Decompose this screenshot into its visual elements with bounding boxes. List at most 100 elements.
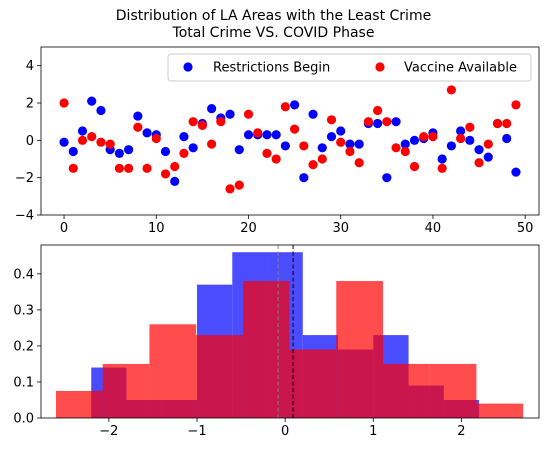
scatter-point-restrictions (87, 97, 96, 106)
scatter-point-restrictions (78, 126, 87, 135)
scatter-point-vaccine (290, 125, 299, 134)
x-tick-label: 0 (281, 424, 289, 439)
scatter-point-vaccine (382, 117, 391, 126)
scatter-point-restrictions (290, 100, 299, 109)
scatter-point-restrictions (327, 132, 336, 141)
scatter-point-restrictions (96, 106, 105, 115)
scatter-point-vaccine (142, 164, 151, 173)
scatter-point-vaccine (106, 139, 115, 148)
x-tick-label: −2 (99, 424, 118, 439)
scatter-point-vaccine (336, 138, 345, 147)
scatter-point-restrictions (133, 111, 142, 120)
scatter-point-restrictions (336, 126, 345, 135)
y-tick-label: −4 (15, 209, 34, 224)
histogram-bar-vaccine (383, 364, 430, 418)
scatter-point-vaccine (401, 147, 410, 156)
scatter-point-vaccine (438, 164, 447, 173)
scatter-point-vaccine (161, 169, 170, 178)
scatter-point-vaccine (179, 149, 188, 158)
scatter-point-vaccine (115, 164, 124, 173)
scatter-point-vaccine (465, 123, 474, 132)
y-tick-label: 0.1 (13, 375, 34, 390)
scatter-point-restrictions (179, 132, 188, 141)
scatter-point-vaccine (207, 139, 216, 148)
scatter-point-restrictions (281, 141, 290, 150)
scatter-point-vaccine (124, 164, 133, 173)
scatter-point-restrictions (438, 154, 447, 163)
histogram-bar-vaccine (430, 364, 477, 418)
scatter-point-restrictions (161, 147, 170, 156)
x-tick-label: 10 (148, 221, 165, 236)
scatter-point-vaccine (318, 154, 327, 163)
scatter-point-restrictions (225, 110, 234, 119)
scatter-point-vaccine (272, 154, 281, 163)
legend: Restrictions Begin Vaccine Available (168, 54, 531, 81)
scatter-point-vaccine (59, 98, 68, 107)
scatter-point-restrictions (272, 130, 281, 139)
scatter-point-vaccine (474, 158, 483, 167)
scatter-point-vaccine (308, 160, 317, 169)
scatter-point-vaccine (502, 119, 511, 128)
y-tick-label: 0 (26, 134, 34, 149)
scatter-point-vaccine (189, 117, 198, 126)
scatter-point-vaccine (235, 181, 244, 190)
scatter-point-restrictions (410, 136, 419, 145)
x-tick-label: 30 (332, 221, 349, 236)
scatter-point-restrictions (373, 119, 382, 128)
scatter-point-restrictions (308, 110, 317, 119)
scatter-point-vaccine (299, 141, 308, 150)
histogram-bar-vaccine (103, 364, 150, 418)
x-tick-label: 20 (240, 221, 257, 236)
scatter-point-vaccine (281, 102, 290, 111)
scatter-point-vaccine (391, 143, 400, 152)
scatter-point-restrictions (244, 130, 253, 139)
scatter-point-restrictions (382, 173, 391, 182)
scatter-point-vaccine (244, 110, 253, 119)
scatter-point-vaccine (364, 117, 373, 126)
scatter-point-restrictions (115, 149, 124, 158)
scatter-point-restrictions (235, 145, 244, 154)
scatter-point-vaccine (152, 134, 161, 143)
scatter-point-vaccine (327, 115, 336, 124)
scatter-point-restrictions (142, 128, 151, 137)
scatter-point-restrictions (318, 143, 327, 152)
scatter-point-restrictions (124, 145, 133, 154)
scatter-point-vaccine (170, 162, 179, 171)
legend-label-vaccine: Vaccine Available (404, 61, 517, 76)
legend-marker-restrictions (183, 62, 192, 71)
scatter-point-vaccine (419, 132, 428, 141)
scatter-point-vaccine (216, 117, 225, 126)
scatter-point-restrictions (299, 173, 308, 182)
x-tick-label: 0 (60, 221, 68, 236)
scatter-point-vaccine (133, 123, 142, 132)
scatter-point-restrictions (511, 167, 520, 176)
scatter-point-vaccine (410, 162, 419, 171)
scatter-point-restrictions (447, 141, 456, 150)
scatter-point-restrictions (207, 104, 216, 113)
scatter-point-restrictions (170, 177, 179, 186)
y-tick-label: 0.0 (13, 412, 34, 427)
scatter-point-vaccine (484, 139, 493, 148)
scatter-point-vaccine (511, 100, 520, 109)
scatter-point-restrictions (502, 134, 511, 143)
scatter-point-restrictions (391, 117, 400, 126)
histogram-bar-vaccine (243, 281, 290, 418)
scatter-point-vaccine (262, 149, 271, 158)
y-tick-label: 0.3 (13, 303, 34, 318)
scatter-point-vaccine (493, 119, 502, 128)
scatter-point-vaccine (69, 164, 78, 173)
y-tick-label: 0.2 (13, 339, 34, 354)
x-tick-label: −1 (187, 424, 206, 439)
y-tick-label: 2 (26, 97, 34, 112)
scatter-point-restrictions (59, 138, 68, 147)
x-tick-label: 40 (425, 221, 442, 236)
scatter-point-vaccine (87, 132, 96, 141)
histogram-bar-vaccine (476, 404, 523, 418)
scatter-point-restrictions (465, 136, 474, 145)
histogram-bar-vaccine (149, 324, 196, 418)
scatter-point-vaccine (78, 136, 87, 145)
scatter-plot: 0 10 20 30 40 50 −4 −2 0 2 4 Restrictions Begin Vacc… (15, 47, 539, 236)
scatter-point-vaccine (253, 128, 262, 137)
histogram-bar-vaccine (56, 391, 103, 418)
scatter-point-vaccine (456, 134, 465, 143)
